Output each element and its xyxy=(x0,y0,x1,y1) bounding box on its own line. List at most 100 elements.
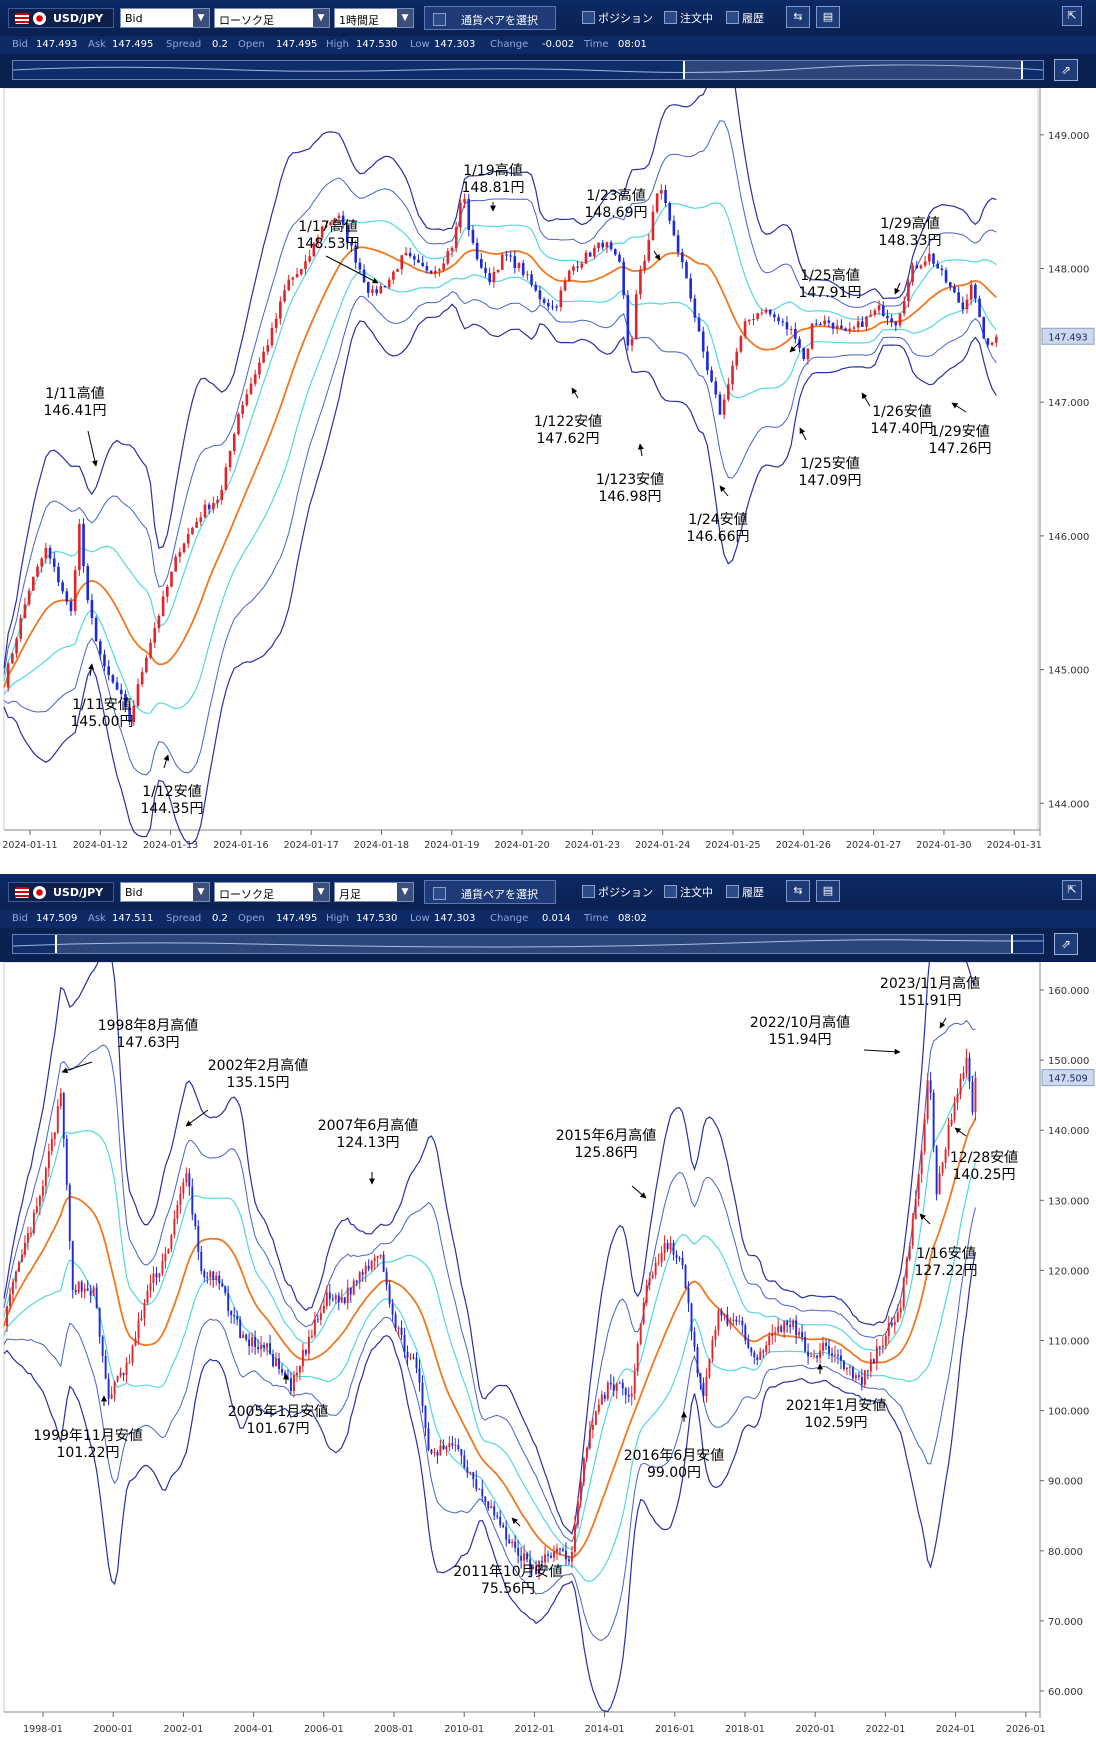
annotation-arrow xyxy=(919,1213,931,1225)
candle-body xyxy=(668,203,672,221)
candle-body xyxy=(626,295,630,346)
candle-body xyxy=(490,1506,493,1509)
candle-body xyxy=(572,266,575,271)
candle-body xyxy=(875,1346,878,1363)
candle-body xyxy=(350,242,353,246)
candle-body xyxy=(20,1254,23,1263)
candle-body xyxy=(919,265,923,269)
candle-body xyxy=(639,1323,642,1344)
annotation-label: 2016年6月安値 xyxy=(624,1448,725,1464)
candle-body xyxy=(865,316,868,327)
candle-body xyxy=(457,1445,460,1450)
candle-body xyxy=(647,240,651,261)
collapse-icon[interactable]: ⇱ xyxy=(1062,880,1082,900)
candle-body xyxy=(636,1343,639,1372)
candle-body xyxy=(877,305,881,311)
candle-body xyxy=(352,1280,355,1295)
candle-body xyxy=(239,1319,242,1338)
candle-body xyxy=(460,1449,463,1456)
candle-body xyxy=(553,1551,555,1558)
candle-body xyxy=(140,672,144,685)
candle-body xyxy=(209,1271,212,1278)
candle-body xyxy=(186,534,190,544)
candle-body xyxy=(275,1358,277,1367)
candle-body xyxy=(459,202,462,228)
candle-body xyxy=(140,1318,143,1321)
candle-body xyxy=(523,1553,526,1561)
candle-body xyxy=(472,1472,475,1480)
chart-type-select[interactable]: ローソク足 ▼ xyxy=(214,882,330,902)
candle-body xyxy=(400,255,404,270)
order-checkbox[interactable]: 注文中 xyxy=(664,10,713,26)
currency-pair-selector[interactable]: USD/JPY xyxy=(8,8,114,28)
select-pair-button[interactable]: 通貨ペアを選択 xyxy=(424,880,556,904)
candle-body xyxy=(388,1284,391,1304)
candle-body xyxy=(505,1526,508,1540)
candle-body xyxy=(837,1354,839,1356)
candle-body xyxy=(861,321,864,327)
annotation-value: 151.94円 xyxy=(769,1032,832,1048)
candle-body xyxy=(547,1554,549,1556)
candle-body xyxy=(57,566,60,583)
candle-body xyxy=(257,1346,260,1350)
order-checkbox[interactable]: 注文中 xyxy=(664,884,713,900)
history-checkbox[interactable]: 履歴 xyxy=(726,10,764,26)
candle-body xyxy=(750,1347,753,1353)
bollinger-band-line xyxy=(3,271,997,714)
navigator-scrollbar[interactable] xyxy=(12,60,1044,80)
chevron-down-icon: ▼ xyxy=(193,883,209,901)
annotation-value: 145.00円 xyxy=(71,714,134,730)
candle-body xyxy=(530,274,533,285)
candle-body xyxy=(56,1106,59,1133)
position-checkbox[interactable]: ポジション xyxy=(582,10,653,26)
select-pair-button[interactable]: 通貨ペアを選択 xyxy=(424,6,556,30)
candle-body xyxy=(559,290,563,308)
zoom-icon[interactable]: ⇗ xyxy=(1054,59,1078,81)
swap-icon[interactable]: ⇆ xyxy=(786,6,810,28)
candle-body xyxy=(693,298,697,318)
chart-type-select[interactable]: ローソク足 ▼ xyxy=(214,8,330,28)
x-tick-label: 2024-01-19 xyxy=(424,840,479,851)
candle-body xyxy=(710,370,713,382)
window-icon[interactable]: ▤ xyxy=(816,6,840,28)
candle-body xyxy=(840,1355,842,1361)
history-checkbox[interactable]: 履歴 xyxy=(726,884,764,900)
candle-body xyxy=(400,1327,403,1336)
x-tick-label: 2024-01-18 xyxy=(354,840,409,851)
timeframe-select[interactable]: 1時間足 ▼ xyxy=(334,8,414,28)
candle-body xyxy=(708,1358,711,1378)
currency-pair-selector[interactable]: USD/JPY xyxy=(8,882,114,902)
candle-body xyxy=(496,1515,499,1517)
annotation-arrow xyxy=(894,282,901,295)
position-checkbox[interactable]: ポジション xyxy=(582,884,653,900)
x-tick-label: 2002-01 xyxy=(164,1724,204,1735)
ask-value: 147.511 xyxy=(112,913,154,924)
x-tick-label: 2020-01 xyxy=(795,1724,835,1735)
candle-body xyxy=(600,1394,603,1405)
candle-body xyxy=(534,284,538,291)
candle-body xyxy=(899,1307,902,1313)
timeframe-select[interactable]: 月足 ▼ xyxy=(334,882,414,902)
navigator-handle[interactable] xyxy=(55,935,1013,953)
candle-body xyxy=(224,1286,227,1293)
navigator-handle[interactable] xyxy=(683,61,1023,79)
price-type-select[interactable]: Bid ▼ xyxy=(120,882,210,902)
candle-body xyxy=(375,289,378,294)
zoom-icon[interactable]: ⇗ xyxy=(1054,933,1078,955)
candle-body xyxy=(550,1555,552,1558)
candle-body xyxy=(245,1334,248,1340)
monthly-candlestick-chart: 160.000 150.000 140.000 130.000 120.000 110.0… xyxy=(3,962,1095,1735)
monthly-chart-panel: USD/JPY Bid ▼ ローソク足 ▼ 月足 ▼ 通貨ペアを選択 ポジション 注文… xyxy=(0,874,1096,1755)
collapse-icon[interactable]: ⇱ xyxy=(1062,6,1082,26)
annotation-value: 148.53円 xyxy=(297,236,360,252)
window-icon[interactable]: ▤ xyxy=(816,880,840,902)
candle-body xyxy=(693,1331,696,1348)
candle-body xyxy=(935,1146,938,1195)
candle-body xyxy=(908,1245,911,1260)
swap-icon[interactable]: ⇆ xyxy=(786,880,810,902)
y-tick-label: 110.000 xyxy=(1048,1337,1089,1348)
candle-body xyxy=(573,1524,576,1552)
navigator-scrollbar[interactable] xyxy=(12,934,1044,954)
candle-body xyxy=(990,342,994,345)
price-type-select[interactable]: Bid ▼ xyxy=(120,8,210,28)
